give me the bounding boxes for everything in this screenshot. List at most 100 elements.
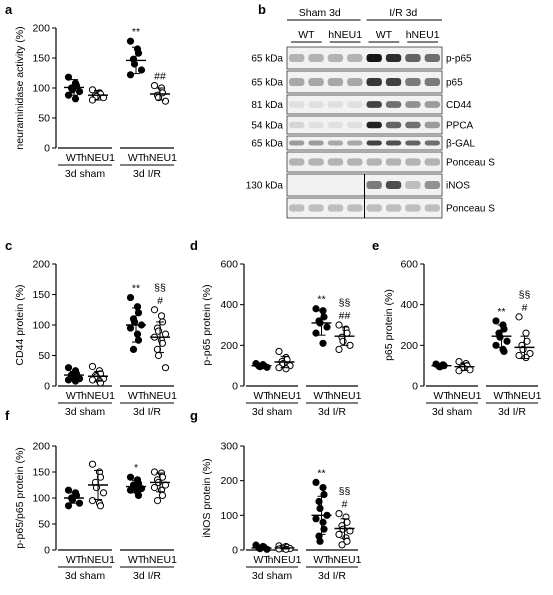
chart-panel-a: 0 50 100 150 200 neuraminidase activity (%) WT… [14,23,177,181]
x-tick-label: WT [66,554,83,566]
condition-header: Sham 3d [299,7,341,19]
significance-label: ## [154,71,166,83]
genotype-label: hNEU1 [328,29,362,41]
significance-label: §§ [339,297,351,309]
protein-label: p65 [446,78,463,89]
data-point [133,303,142,311]
molecular-weight-label: 65 kDa [251,139,283,150]
y-axis-label: neuraminidase activity (%) [14,26,26,149]
significance-label: §§ [339,486,351,498]
blot-band [347,101,363,108]
data-point [496,333,504,341]
data-point [500,325,508,333]
group-label: 3d I/R [133,168,161,180]
y-axis-label: CD44 protein (%) [14,284,26,365]
data-point [158,339,167,347]
y-tick-label: 0 [44,545,50,557]
blot-band [308,140,324,146]
y-tick-label: 600 [400,259,418,271]
blot-band [327,101,344,108]
x-tick-label: hNEU1 [143,554,177,566]
blot-band [347,140,363,146]
x-tick-label: WT [433,390,450,402]
x-tick-label: hNEU1 [143,152,177,164]
data-point [161,330,170,338]
blot-band [385,140,402,146]
blot-band [405,158,421,166]
x-tick-label: WT [66,390,83,402]
protein-label: PPCA [446,121,474,132]
blot-band [424,204,440,212]
blot-band [424,121,440,129]
panel-letter-d: d [190,238,198,253]
data-point [161,97,170,105]
blot-strip [286,115,443,135]
y-tick-label: 50 [38,519,50,531]
data-point [150,306,159,314]
blot-band [385,101,402,108]
data-point [96,473,105,481]
data-point [335,509,343,518]
panel-letter-c: c [5,238,12,253]
significance-label: # [522,302,528,314]
data-point [64,364,73,372]
blot-band [289,121,305,129]
data-point [150,468,159,476]
y-tick-label: 150 [32,289,50,301]
x-tick-label: hNEU1 [328,390,362,402]
data-point [64,376,73,384]
x-tick-label: hNEU1 [81,390,115,402]
y-tick-label: 200 [32,441,50,453]
blot-band [405,204,421,212]
blot-band [308,121,324,129]
blot-band [347,54,363,62]
y-tick-label: 150 [32,467,50,479]
blot-band [366,181,382,189]
blot-band [385,78,402,86]
data-point [133,330,142,338]
y-tick-label: 100 [32,83,50,95]
x-tick-label: hNEU1 [81,554,115,566]
protein-label: iNOS [446,181,470,192]
molecular-weight-label: 65 kDa [251,78,283,89]
y-tick-label: 50 [38,113,50,125]
data-point [339,337,347,345]
data-point [126,293,135,302]
y-tick-label: 400 [400,299,418,311]
genotype-label: WT [298,29,315,41]
data-point [130,60,139,68]
blot-band [385,121,402,129]
data-point [335,530,343,539]
data-point [319,518,327,526]
significance-label: ** [497,306,505,318]
protein-label: p-p65 [446,54,472,65]
panel-letter-f: f [5,408,10,423]
significance-label: ** [317,467,325,479]
data-point [126,37,135,45]
blot-band [405,54,421,62]
data-point [154,327,163,335]
x-tick-label: WT [128,152,145,164]
data-point [320,313,328,321]
molecular-weight-label: 81 kDa [251,100,283,111]
blot-band [385,54,402,62]
significance-label: * [134,462,138,474]
panel-letter-e: e [372,238,379,253]
data-point [315,497,323,506]
data-point [312,478,320,486]
blot-band [366,78,382,86]
blot-band [366,121,382,129]
blot-band [424,78,440,86]
data-point [157,312,166,320]
data-point [71,377,80,385]
data-point [126,324,135,332]
y-axis-label: p-p65 protein (%) [201,284,213,365]
y-tick-label: 100 [32,320,50,332]
molecular-weight-label: 54 kDa [251,121,283,132]
data-point [316,537,324,545]
x-tick-label: WT [253,554,270,566]
x-tick-label: hNEU1 [81,152,115,164]
blot-band [289,54,305,62]
y-tick-label: 50 [38,350,50,362]
